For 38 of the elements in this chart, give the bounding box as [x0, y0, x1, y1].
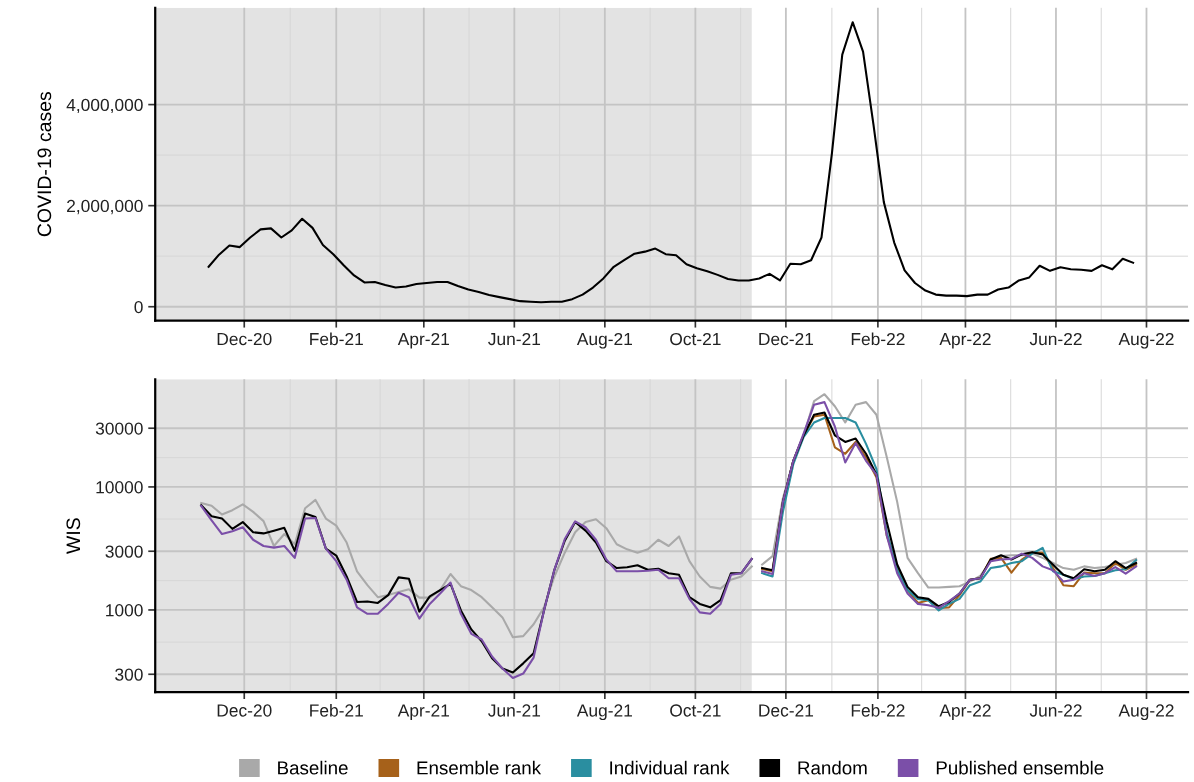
- x-tick-label: Jun-21: [488, 704, 541, 717]
- y-axis-title: COVID-19 cases: [37, 91, 52, 237]
- x-tick-label: Aug-22: [1118, 332, 1174, 349]
- x-tick-label: Jun-22: [1029, 704, 1082, 717]
- x-tick-label: Feb-21: [310, 703, 363, 717]
- legend-label: Random: [798, 760, 867, 775]
- y-tick-label: 30000: [95, 422, 143, 435]
- x-tick-label: Aug-22: [1118, 704, 1174, 721]
- y-axis-title: WIS: [66, 518, 81, 554]
- legend-label: Baseline: [278, 760, 348, 775]
- y-tick-label: 3000: [105, 545, 143, 558]
- x-tick-label: Aug-21: [576, 332, 632, 349]
- x-tick-label: Dec-20: [217, 332, 272, 346]
- legend-label: Ensemble rank: [417, 760, 542, 775]
- x-tick-label: Apr-21: [397, 332, 450, 349]
- y-tick-label: 2,000,000: [67, 199, 143, 215]
- y-tick-label: 1000: [106, 604, 143, 617]
- x-tick-label: Oct-21: [670, 704, 721, 717]
- x-tick-label: Oct-21: [670, 332, 721, 346]
- x-tick-label: Jun-22: [1029, 332, 1082, 346]
- x-tick-label: Aug-21: [576, 704, 632, 721]
- x-tick-label: Feb-21: [310, 332, 363, 346]
- legend-label: Individual rank: [610, 760, 730, 775]
- x-tick-label: Apr-22: [939, 704, 991, 721]
- x-tick-label: Dec-21: [759, 332, 814, 346]
- y-tick-label: 10000: [96, 481, 143, 494]
- x-tick-label: Jun-21: [488, 332, 541, 346]
- x-tick-label: Dec-20: [217, 704, 272, 717]
- y-tick-label: 300: [115, 668, 143, 681]
- y-tick-label: 4,000,000: [66, 98, 143, 114]
- y-tick-label: 0: [134, 300, 143, 314]
- line-series: [207, 21, 1135, 304]
- x-tick-label: Feb-22: [851, 703, 905, 717]
- x-tick-label: Feb-22: [851, 332, 905, 346]
- x-tick-label: Apr-21: [397, 704, 450, 721]
- x-tick-label: Apr-22: [939, 332, 991, 349]
- legend-label: Published ensemble: [936, 760, 1104, 775]
- x-tick-label: Dec-21: [759, 704, 814, 717]
